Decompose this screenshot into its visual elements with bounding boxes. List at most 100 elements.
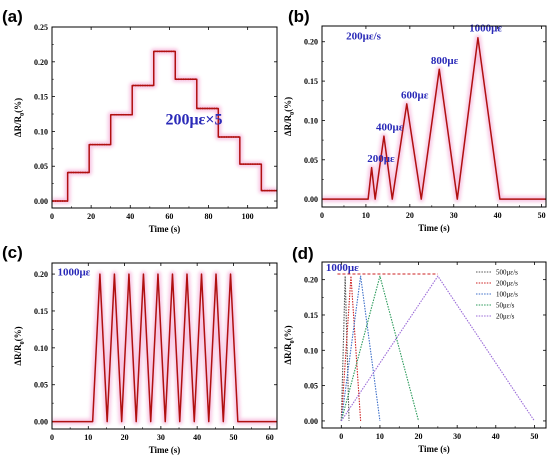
y-axis-title: ΔR/R0(%) — [13, 98, 26, 137]
annotation: 600με — [401, 89, 429, 101]
annotation: 200με/s — [346, 30, 381, 42]
data-point — [134, 84, 137, 87]
data-point — [223, 136, 226, 138]
y-tick-label: 0.10 — [34, 344, 48, 353]
x-tick-label: 60 — [165, 212, 173, 221]
data-point — [127, 113, 130, 116]
panel-label: (d) — [292, 244, 314, 263]
data-point — [129, 113, 132, 116]
data-point — [154, 50, 156, 53]
panel-label: (a) — [2, 7, 23, 26]
data-point — [156, 50, 159, 53]
x-tick-label: 30 — [453, 432, 461, 441]
x-tick-label: 50 — [530, 432, 538, 441]
data-point — [125, 113, 127, 116]
data-point — [254, 163, 256, 166]
x-tick-label: 30 — [157, 433, 165, 442]
data-point — [237, 136, 240, 138]
y-tick-label: 0.05 — [304, 382, 318, 391]
data-point — [187, 78, 190, 81]
data-point — [199, 107, 202, 110]
data-point — [98, 143, 101, 146]
data-point — [56, 200, 59, 202]
data-point — [251, 163, 254, 166]
panel-label: (b) — [288, 7, 310, 26]
y-tick-label: 0.10 — [34, 127, 48, 136]
x-tick-label: 0 — [50, 433, 54, 442]
data-point — [211, 107, 213, 110]
x-tick-label: 40 — [494, 211, 502, 220]
plot-area — [337, 273, 535, 422]
data-point — [64, 200, 66, 202]
panel-a: (a) 0 20 40 60 80 100 0.00 0.05 0.10 0.15 0.20 0.25 T… — [2, 7, 278, 234]
data-point — [163, 50, 166, 53]
annotation: 1000με — [57, 267, 90, 279]
data-point — [139, 84, 142, 87]
data-point — [204, 107, 206, 110]
plot-area — [322, 34, 546, 203]
data-point — [89, 143, 92, 146]
data-point — [158, 50, 161, 53]
data-point — [247, 163, 249, 166]
data-point — [72, 171, 75, 174]
data-point — [208, 107, 211, 110]
data-point — [215, 107, 218, 110]
x-tick-label: 10 — [376, 432, 384, 441]
y-tick-label: 0.05 — [304, 156, 318, 165]
x-tick-label: 20 — [415, 432, 423, 441]
x-tick-label: 60 — [266, 433, 274, 442]
x-tick-label: 10 — [362, 211, 370, 220]
response-series — [52, 273, 277, 423]
x-tick-label: 20 — [87, 212, 95, 221]
data-point — [220, 136, 223, 138]
panel-label: (c) — [2, 243, 23, 262]
data-point — [113, 113, 116, 116]
data-point — [225, 136, 228, 138]
response-series — [322, 37, 546, 200]
data-point — [180, 78, 183, 81]
data-point — [235, 136, 237, 138]
data-point — [273, 189, 276, 192]
data-point — [61, 200, 64, 202]
data-point — [103, 143, 106, 146]
data-point — [94, 143, 96, 146]
y-tick-label: 0.15 — [34, 93, 48, 102]
x-tick-label: 0 — [50, 212, 54, 221]
data-point — [170, 50, 173, 53]
y-tick-label: 0.20 — [304, 276, 318, 285]
y-tick-label: 0.20 — [34, 58, 48, 67]
data-point — [261, 189, 264, 192]
x-axis-title: Time (s) — [418, 444, 450, 454]
data-point — [227, 136, 230, 138]
data-point — [91, 143, 94, 146]
data-point — [168, 50, 170, 53]
data-point — [118, 113, 120, 116]
data-point — [82, 171, 84, 174]
data-point — [218, 136, 221, 138]
y-tick-label: 0.20 — [34, 270, 48, 279]
data-point — [244, 163, 247, 166]
panel-d: (d) 0 10 20 30 40 50 0.00 0.05 0.10 0.15 0.20 Time (… — [283, 244, 547, 454]
x-tick-label: 40 — [492, 432, 500, 441]
y-tick-label: 0.00 — [34, 418, 48, 427]
plot-area — [52, 48, 277, 205]
data-point — [132, 84, 135, 87]
data-point — [232, 136, 235, 138]
plot-area — [52, 271, 277, 425]
panel-b: (b) 0 10 20 30 40 50 0.00 0.05 0.10 0.15 0.20 Time (… — [283, 7, 547, 233]
x-tick-label: 50 — [538, 211, 546, 220]
y-tick-label: 0.05 — [34, 162, 48, 171]
plot-frame — [51, 262, 278, 430]
series-50με/s — [340, 275, 420, 422]
y-tick-label: 0.15 — [304, 311, 318, 320]
annotation: 200με — [367, 153, 395, 165]
annotation: 1000με — [469, 23, 502, 35]
annotation: 1000με — [326, 262, 359, 274]
data-point — [268, 189, 271, 192]
data-point — [191, 78, 194, 81]
data-point — [144, 84, 147, 87]
plot-frame — [51, 26, 278, 209]
data-point — [137, 84, 139, 87]
x-tick-label: 0 — [320, 211, 324, 220]
data-point — [242, 163, 245, 166]
